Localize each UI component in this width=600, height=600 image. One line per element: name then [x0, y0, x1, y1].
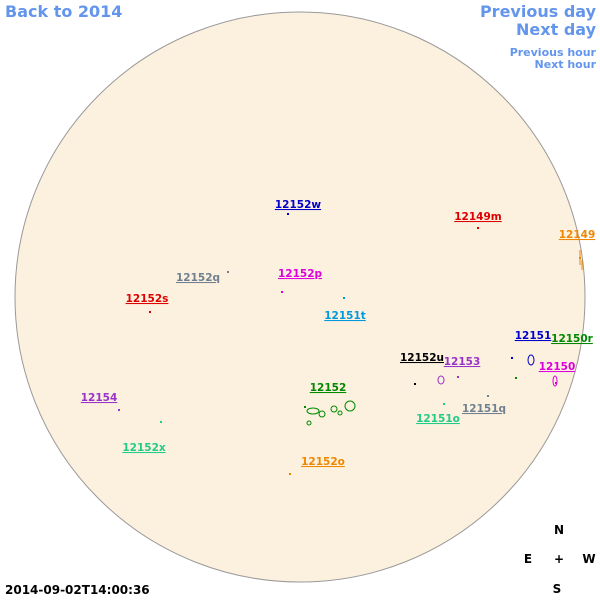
compass-north: N: [554, 523, 564, 537]
region-label[interactable]: 12149m: [454, 211, 502, 223]
region-label[interactable]: 12152s: [126, 293, 169, 305]
region-label[interactable]: 12150: [539, 361, 576, 373]
sunspot: [289, 473, 291, 475]
region-label[interactable]: 12152p: [278, 268, 323, 280]
region-label[interactable]: 12152w: [275, 199, 322, 211]
sunspot: [555, 382, 557, 384]
sunspot: [343, 297, 345, 299]
compass-east: E: [524, 552, 532, 566]
region-label[interactable]: 12153: [444, 356, 481, 368]
region-label[interactable]: 12152u: [400, 352, 444, 364]
region-label[interactable]: 12151o: [416, 413, 460, 425]
region-label[interactable]: 12154: [81, 392, 118, 404]
previous-hour-link[interactable]: Previous hour: [510, 46, 597, 59]
sunspot: [414, 383, 416, 385]
sunspot: [118, 409, 120, 411]
sunspot: [281, 291, 283, 293]
compass-center: +: [554, 552, 564, 566]
solar-disk: [14, 11, 586, 583]
sunspot: [304, 406, 306, 408]
sunspot: [457, 376, 459, 378]
timestamp: 2014-09-02T14:00:36: [5, 583, 150, 597]
sunspot-group: [306, 400, 356, 426]
sunspot: [487, 395, 489, 397]
region-label[interactable]: 12152o: [301, 456, 345, 468]
region-label[interactable]: 12152q: [176, 272, 220, 284]
region-label[interactable]: 12152x: [122, 442, 166, 454]
region-label[interactable]: 12149: [559, 229, 596, 241]
region-label[interactable]: 12152: [310, 382, 347, 394]
region-label[interactable]: 12151q: [462, 403, 506, 415]
sunspot: [160, 421, 162, 423]
sunspot: [227, 271, 229, 273]
sunspot: [149, 311, 151, 313]
sunspot: [579, 257, 581, 259]
region-label[interactable]: 12151t: [324, 310, 366, 322]
sunspot: [527, 354, 535, 366]
sunspot: [515, 377, 517, 379]
next-day-link[interactable]: Next day: [516, 20, 597, 39]
back-link[interactable]: Back to 2014: [5, 2, 122, 21]
compass-west: W: [582, 552, 595, 566]
sunspot: [437, 375, 445, 385]
region-label[interactable]: 12151: [515, 330, 552, 342]
sunspot: [511, 357, 513, 359]
sunspot: [477, 227, 479, 229]
next-hour-link[interactable]: Next hour: [535, 58, 597, 71]
sunspot: [287, 213, 289, 215]
sunspot: [552, 375, 558, 387]
region-label[interactable]: 12150r: [551, 333, 594, 345]
sunspot: [443, 403, 445, 405]
compass-south: S: [553, 582, 562, 596]
previous-day-link[interactable]: Previous day: [480, 2, 597, 21]
